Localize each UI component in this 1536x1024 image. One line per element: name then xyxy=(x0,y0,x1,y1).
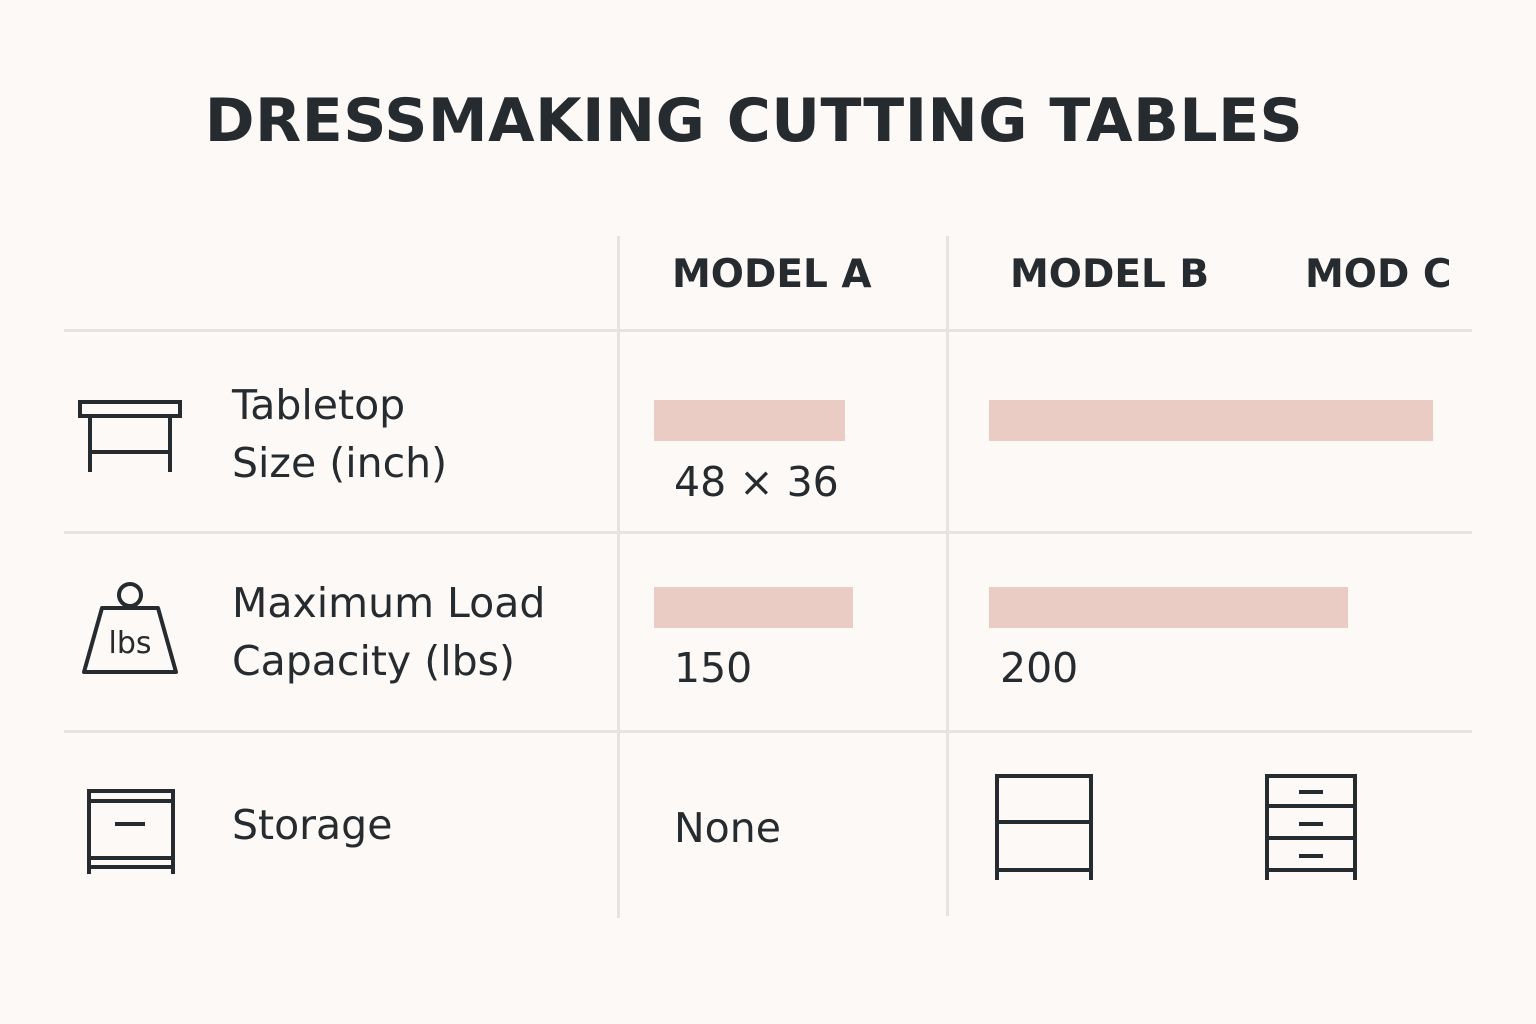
row-label-line: Size (inch) xyxy=(232,439,448,487)
column-header-model-a: MODEL A xyxy=(672,252,872,297)
column-header-model-b: MODEL B xyxy=(1010,252,1210,297)
model-a-storage-value: None xyxy=(674,804,781,852)
model-a-load-value: 150 xyxy=(674,644,753,692)
model-b-load-bar xyxy=(989,587,1348,628)
model-a-load-bar xyxy=(654,587,853,628)
cabinet-icon xyxy=(84,786,178,876)
model-a-size-value: 48 × 36 xyxy=(674,458,839,506)
row-label-load: Maximum Load Capacity (lbs) xyxy=(232,574,545,690)
column-header-model-c: MOD C xyxy=(1305,252,1452,297)
row-divider xyxy=(64,531,1472,534)
row-divider xyxy=(64,730,1472,733)
page-title: DRESSMAKING CUTTING TABLES xyxy=(204,86,1304,156)
row-label-tabletop: Tabletop Size (inch) xyxy=(232,376,447,492)
row-label-storage: Storage xyxy=(232,801,393,849)
column-divider xyxy=(617,236,620,918)
model-a-size-bar xyxy=(654,400,845,441)
model-b-load-value: 200 xyxy=(1000,644,1079,692)
row-label-line: Tabletop xyxy=(232,381,406,429)
column-divider xyxy=(946,236,949,916)
weight-icon: lbs xyxy=(80,580,180,676)
weight-icon-text: lbs xyxy=(108,626,151,661)
row-label-line: Capacity (lbs) xyxy=(232,637,515,685)
row-label-line: Maximum Load xyxy=(232,579,546,627)
table-icon xyxy=(76,398,186,474)
shelf-icon xyxy=(992,772,1096,884)
header-divider xyxy=(64,329,1472,332)
model-b-size-bar xyxy=(989,400,1433,441)
drawers-icon xyxy=(1262,772,1360,884)
